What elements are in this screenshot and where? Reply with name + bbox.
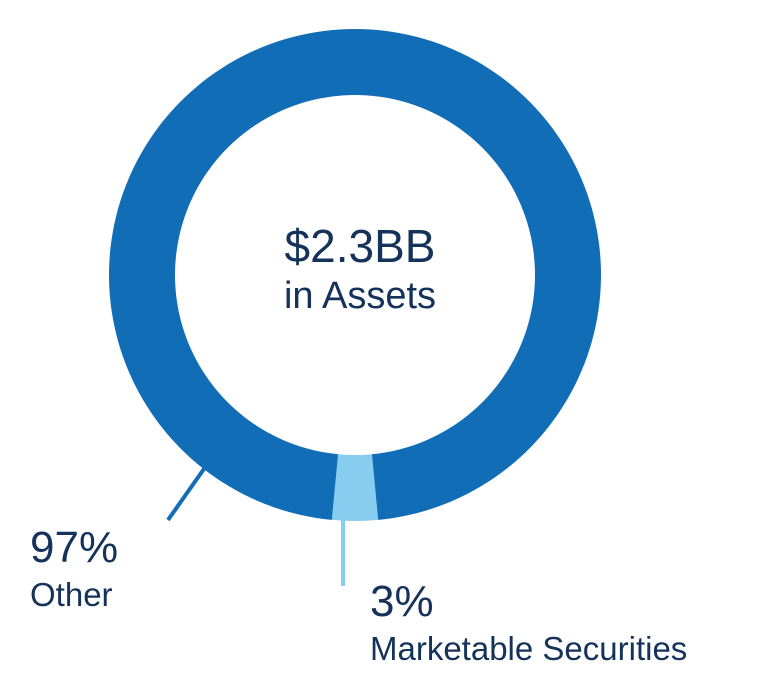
leader-line-other [166, 464, 208, 522]
donut-slice-marketable-securities [331, 454, 379, 521]
slice-other-percent: 97% [30, 523, 118, 572]
center-total-amount: $2.3BB [285, 220, 436, 272]
slice-other-label: Other [30, 576, 113, 613]
leader-lines [166, 464, 345, 586]
center-total-subtitle: in Assets [284, 275, 436, 317]
slice-marketable-securities-percent: 3% [370, 577, 434, 626]
donut-slices [109, 28, 602, 521]
slice-marketable-securities-label: Marketable Securities [370, 630, 687, 667]
